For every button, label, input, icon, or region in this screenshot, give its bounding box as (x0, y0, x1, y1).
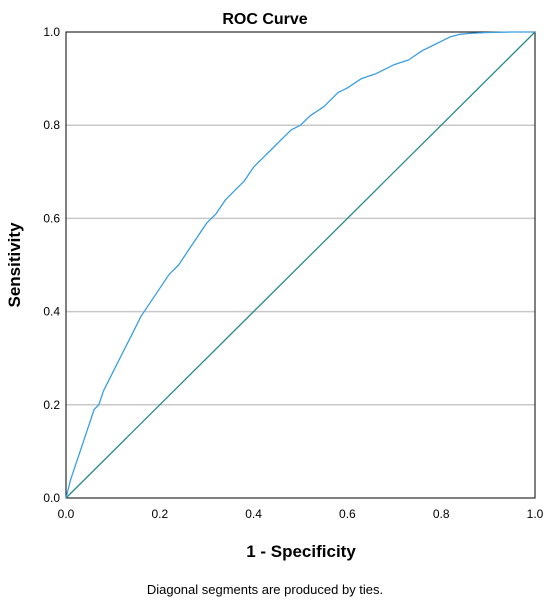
roc-curve-line (65, 31, 535, 499)
x-tick-label: 0.8 (433, 507, 450, 521)
x-tick-label: 0.2 (151, 507, 168, 521)
x-tick-label: 0.6 (339, 507, 356, 521)
footnote: Diagonal segments are produced by ties. (147, 582, 383, 597)
plot-frame (65, 31, 536, 499)
y-tick-label: 1.0 (43, 25, 60, 39)
x-tick-label: 1.0 (527, 507, 544, 521)
y-tick-labels: 0.0 0.2 0.4 0.6 0.8 1.0 (43, 25, 60, 505)
y-tick-label: 0.4 (43, 305, 60, 319)
y-tick-label: 0.6 (43, 211, 60, 225)
chart-title: ROC Curve (222, 11, 307, 28)
y-tick-label: 0.8 (43, 118, 60, 132)
x-axis-title: 1 - Specificity (246, 542, 356, 561)
x-tick-labels: 0.0 0.2 0.4 0.6 0.8 1.0 (58, 507, 544, 521)
y-tick-label: 0.2 (43, 398, 60, 412)
x-tick-label: 0.4 (245, 507, 262, 521)
x-tick-label: 0.0 (58, 507, 75, 521)
y-tick-label: 0.0 (43, 491, 60, 505)
series-layer (65, 31, 536, 499)
diagonal-reference-line (65, 31, 536, 499)
y-axis-title: Sensitivity (5, 222, 24, 308)
